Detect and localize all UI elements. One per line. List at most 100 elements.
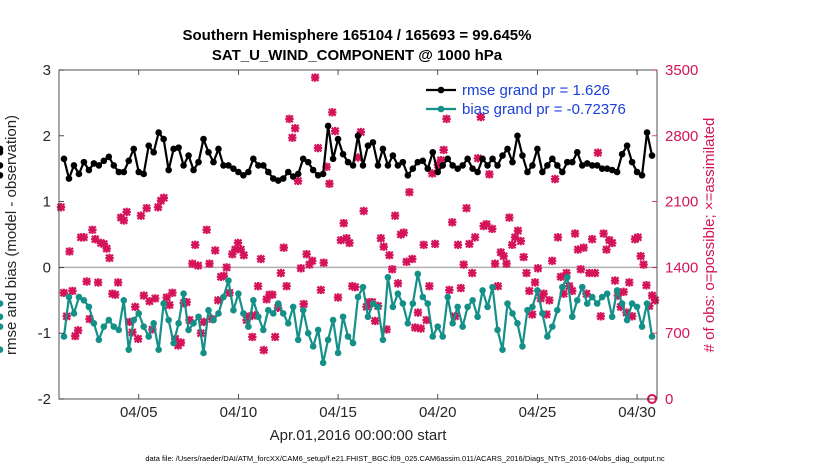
bias-point [414, 270, 422, 278]
obs-count-marker [185, 315, 194, 325]
rmse-point [459, 162, 466, 169]
bias-point [284, 320, 292, 327]
bias-point [564, 273, 571, 281]
obs-count-cross [259, 345, 268, 355]
obs-count-marker [325, 179, 334, 188]
rmse-point [120, 168, 128, 176]
obs-count-cross [133, 334, 143, 344]
rmse-point [534, 145, 541, 153]
bias-point [125, 346, 133, 353]
obs-count-marker [473, 154, 483, 163]
rmse-point [529, 162, 536, 169]
rmse-point [628, 158, 636, 166]
obs-count-cross [345, 238, 354, 248]
bias-point [269, 310, 277, 317]
obs-count-marker [136, 211, 146, 220]
obs-count-marker [250, 311, 260, 320]
obs-count-cross [590, 268, 600, 278]
obs-count-marker [339, 219, 348, 228]
y-right-tick-label: 700 [665, 325, 690, 342]
obs-count-marker [499, 251, 508, 261]
obs-count-cross [445, 285, 454, 295]
rmse-point [160, 135, 167, 143]
obs-count-marker [382, 325, 391, 334]
x-tick-label: 04/30 [618, 404, 656, 421]
bias-point [65, 293, 73, 301]
obs-count-marker [388, 265, 397, 274]
bias-point [319, 359, 327, 367]
obs-count-cross [68, 286, 77, 296]
rmse-point [409, 165, 417, 172]
rmse-point [394, 162, 402, 169]
obs-count-cross [290, 124, 300, 133]
rmse-point [454, 165, 461, 172]
obs-count-cross [382, 325, 391, 334]
x-axis-label: Apr.01,2016 00:00:00 start [270, 427, 448, 444]
bias-point [474, 313, 481, 321]
bias-point [494, 326, 501, 334]
legend-rmse-marker [437, 86, 445, 94]
rmse-point [598, 165, 606, 172]
bias-point [374, 303, 382, 311]
rmse-point [334, 135, 342, 143]
obs-count-marker [202, 225, 211, 234]
obs-count-marker [142, 203, 151, 213]
obs-count-marker [470, 233, 480, 242]
obs-count-marker [342, 234, 351, 243]
obs-count-marker [462, 203, 471, 213]
obs-count-marker [547, 256, 557, 266]
obs-count-cross [99, 239, 109, 249]
rmse-point [568, 158, 576, 166]
obs-count-marker [273, 303, 283, 313]
obs-count-marker [370, 316, 380, 326]
obs-count-cross [508, 240, 517, 250]
obs-count-cross [119, 216, 129, 225]
obs-count-marker [530, 278, 540, 287]
obs-count-cross [470, 233, 480, 242]
rmse-point [369, 139, 377, 146]
rmse-point [608, 166, 616, 174]
obs-count-cross [570, 229, 580, 238]
rmse-point [374, 162, 382, 169]
bias-point [0, 313, 4, 321]
rmse-point [0, 145, 4, 153]
obs-count-marker [59, 288, 69, 297]
bias-point [588, 293, 596, 301]
bias-point [274, 300, 282, 307]
obs-count-marker [219, 271, 228, 281]
obs-count-marker [607, 238, 617, 248]
obs-count-cross [567, 286, 577, 296]
obs-count-cross [482, 219, 491, 229]
obs-count-cross [490, 259, 500, 268]
obs-count-marker [356, 127, 366, 137]
rmse-point [170, 145, 177, 153]
bias-point [504, 300, 511, 307]
obs-count-cross [122, 207, 131, 217]
obs-count-cross [159, 193, 169, 203]
obs-count-cross [65, 247, 74, 256]
rmse-point [349, 162, 357, 169]
rmse-point [494, 162, 501, 169]
obs-count-cross [248, 332, 257, 342]
obs-count-marker [253, 282, 263, 291]
obs-count-cross [499, 251, 508, 261]
obs-count-cross [453, 240, 463, 250]
obs-count-cross [162, 293, 171, 302]
obs-count-marker [650, 296, 660, 305]
obs-count-marker [330, 126, 340, 136]
bias-point [299, 306, 307, 314]
obs-count-cross [582, 289, 591, 298]
rmse-point [319, 170, 327, 178]
obs-count-marker [233, 238, 243, 248]
obs-count-marker [416, 324, 426, 333]
obs-count-marker [239, 250, 248, 260]
rmse-point [90, 160, 98, 167]
obs-count-marker [596, 312, 605, 321]
rmse-point [304, 158, 312, 166]
obs-count-cross [448, 218, 457, 227]
obs-count-cross [553, 233, 563, 242]
obs-count-marker [322, 162, 331, 172]
obs-count-cross [393, 279, 403, 288]
obs-count-marker [459, 260, 468, 269]
rmse-point [195, 158, 202, 166]
